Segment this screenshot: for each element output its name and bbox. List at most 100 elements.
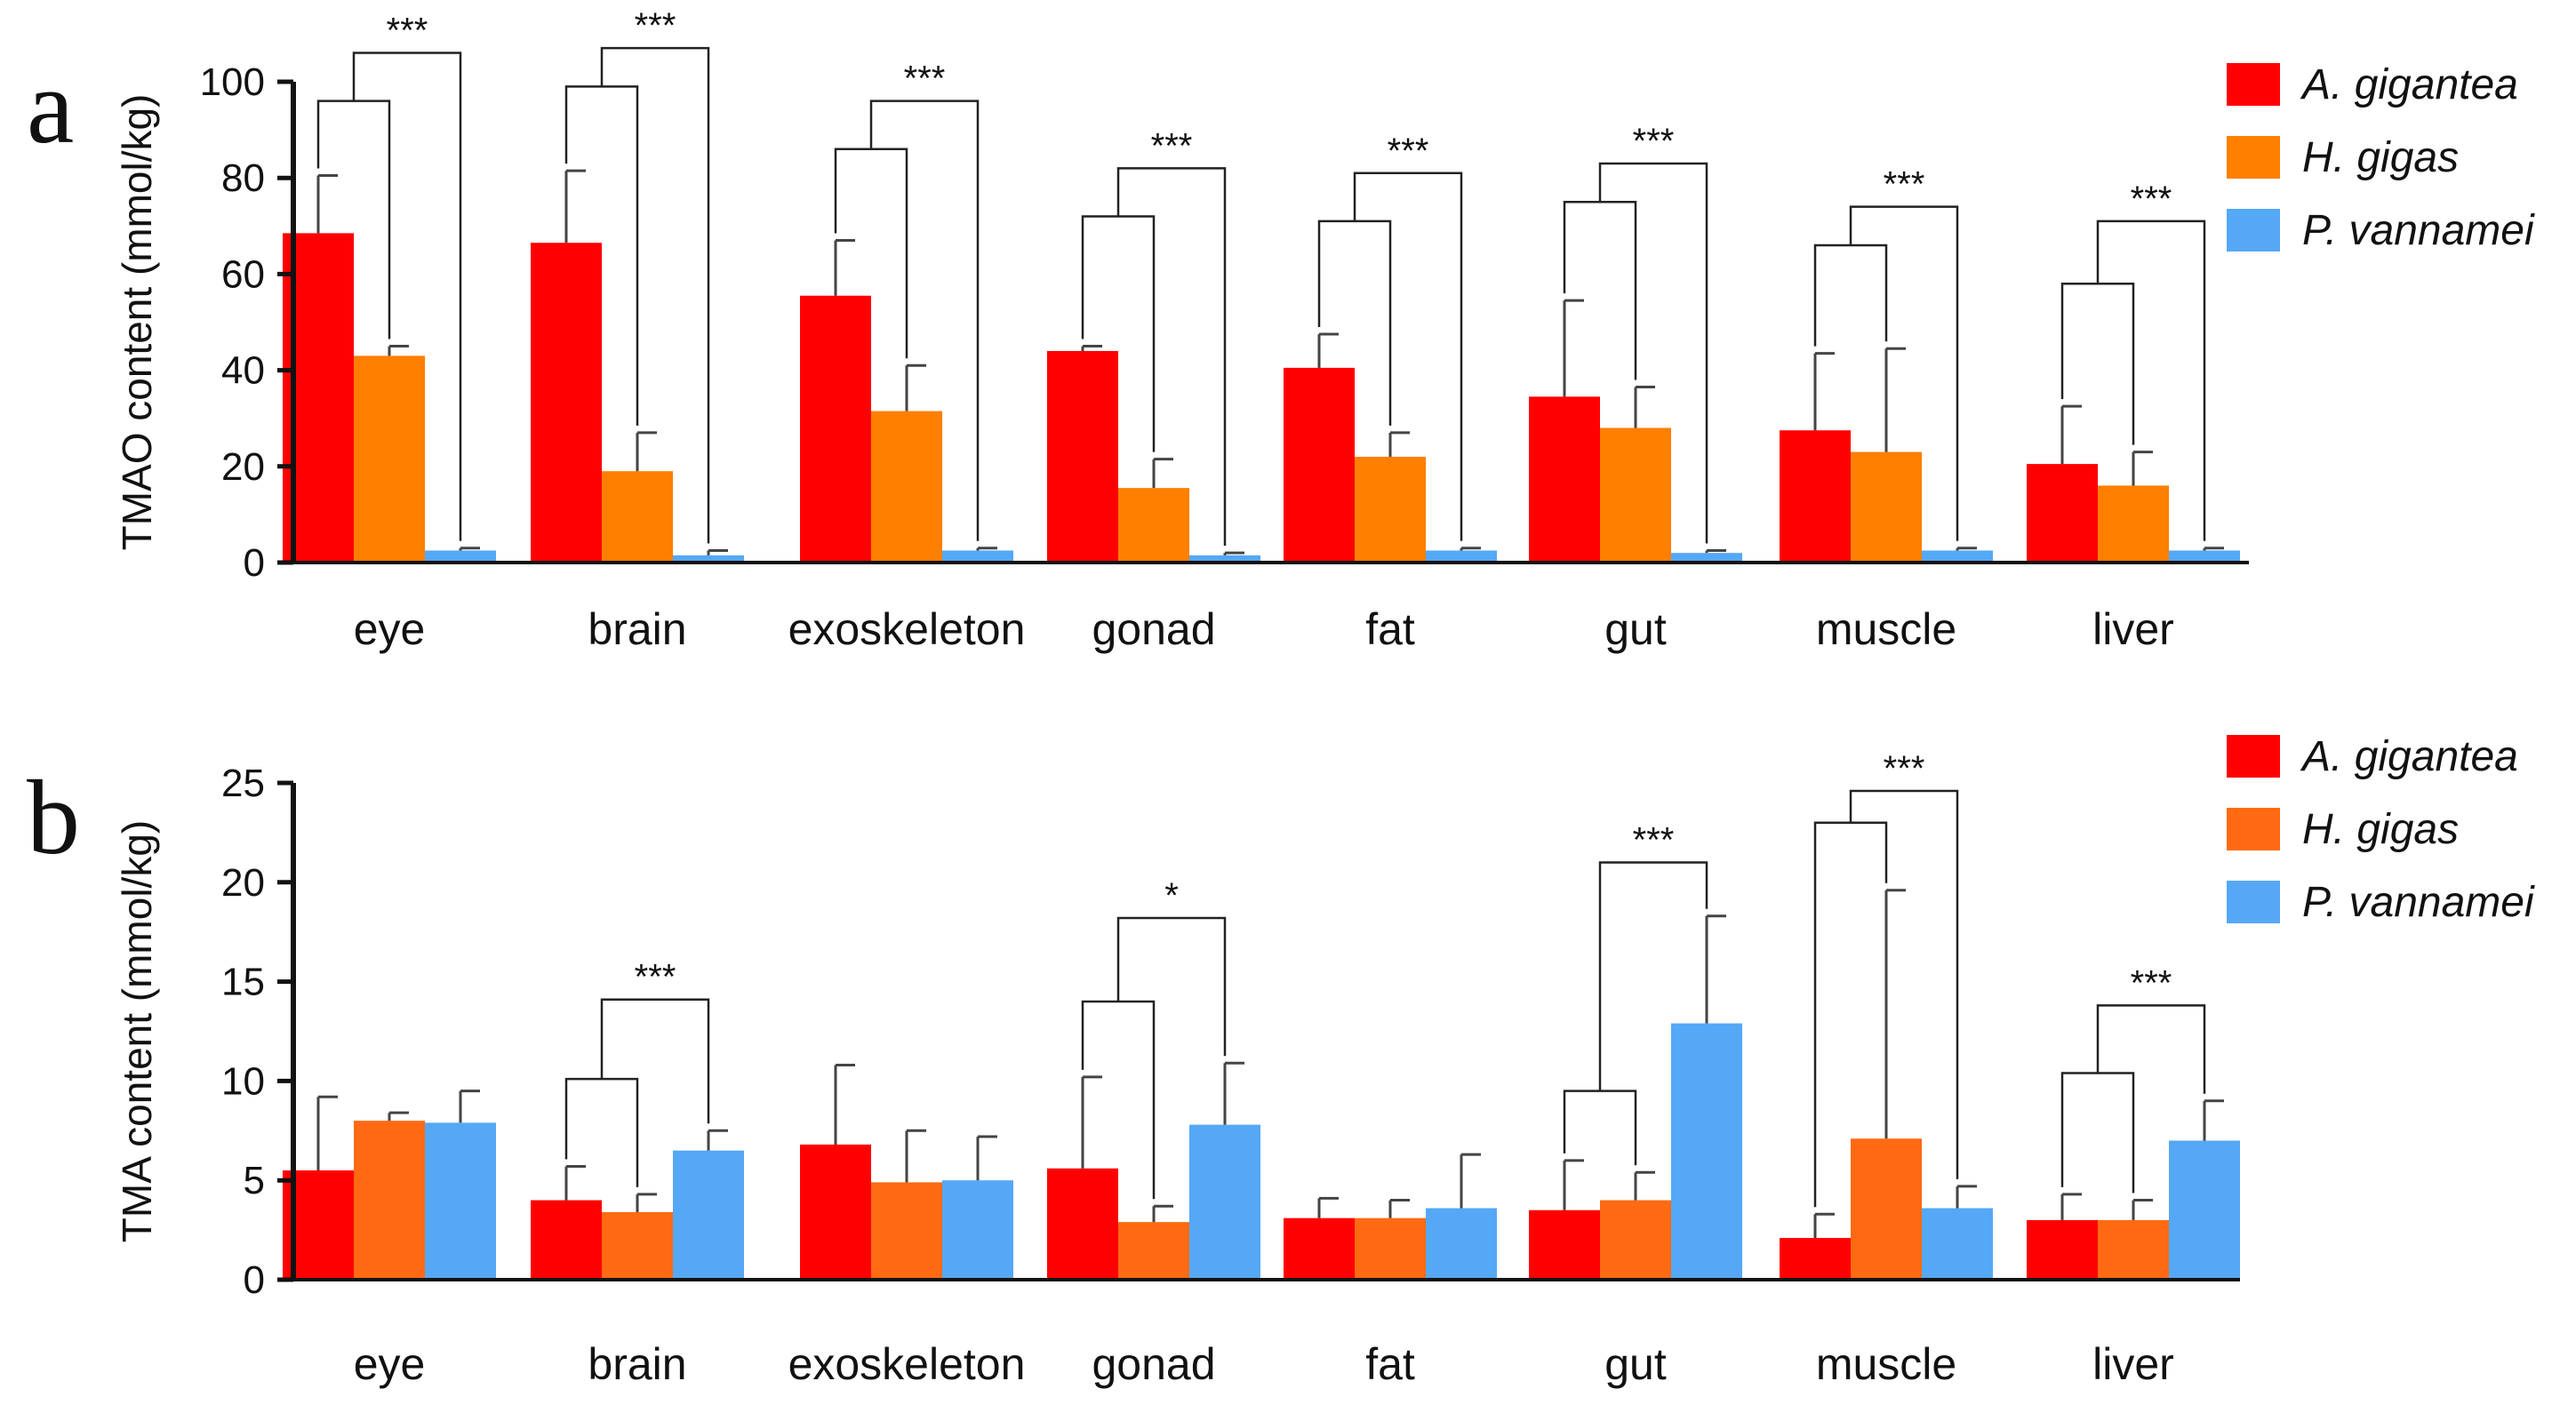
y-axis-label: TMA content (mmol/kg) — [114, 820, 160, 1242]
y-tick-label: 80 — [221, 156, 265, 200]
bar-a-gigantea-fat — [1284, 1217, 1355, 1280]
bar-h-gigas-fat — [1355, 1217, 1426, 1280]
x-tick-label: muscle — [1816, 604, 1956, 654]
bar-p-vannamei-brain — [673, 1150, 744, 1280]
bar-p-vannamei-liver — [2169, 1140, 2240, 1280]
bar-h-gigas-eye — [354, 355, 425, 563]
bar-h-gigas-exoskeleton — [871, 1182, 942, 1280]
significance-label: *** — [635, 6, 676, 45]
legend-label: H. gigas — [2302, 134, 2459, 181]
significance-bracket-inner — [2060, 282, 2135, 445]
bar-h-gigas-muscle — [1851, 451, 1922, 563]
bar-h-gigas-gut — [1600, 1200, 1671, 1280]
significance-bracket-outer — [1116, 916, 1227, 1057]
x-tick-label: brain — [588, 1339, 686, 1389]
significance-label: *** — [1151, 126, 1193, 165]
bar-p-vannamei-muscle — [1922, 1208, 1993, 1280]
bar-a-gigantea-gonad — [1047, 1168, 1118, 1280]
y-tick-label: 10 — [221, 1059, 265, 1103]
bar-h-gigas-liver — [2098, 1219, 2169, 1280]
significance-label: *** — [1633, 820, 1675, 859]
legend-swatch — [2227, 136, 2280, 179]
x-tick-label: gut — [1604, 604, 1667, 654]
x-tick-label: exoskeleton — [788, 604, 1026, 654]
y-axis-label: TMAO content (mmol/kg) — [114, 94, 160, 551]
bar-a-gigantea-gut — [1529, 1209, 1600, 1280]
bar-p-vannamei-fat — [1426, 1208, 1497, 1280]
significance-bracket-outer — [869, 100, 980, 541]
panel-letter: a — [27, 47, 74, 165]
legend-label: A. gigantea — [2300, 733, 2518, 780]
bar-p-vannamei-gut — [1671, 1023, 1742, 1280]
bar-p-vannamei-exoskeleton — [942, 550, 1013, 563]
bar-h-gigas-muscle — [1851, 1138, 1922, 1280]
bar-a-gigantea-fat — [1284, 367, 1355, 563]
bar-h-gigas-brain — [602, 471, 673, 563]
significance-bracket-outer — [2096, 220, 2206, 541]
significance-label: *** — [387, 12, 428, 51]
y-tick-label: 20 — [221, 445, 265, 489]
x-tick-label: exoskeleton — [788, 1339, 1026, 1389]
bar-h-gigas-gonad — [1118, 488, 1189, 563]
legend-swatch — [2227, 209, 2280, 251]
y-tick-label: 100 — [200, 60, 265, 104]
bar-h-gigas-exoskeleton — [871, 411, 942, 563]
significance-bracket-inner — [1813, 243, 1888, 347]
panel-letter: b — [27, 758, 80, 876]
y-tick-label: 25 — [221, 762, 265, 805]
panel-b: b TMA content (mmol/kg) 0 5 10 15 20 25 eye brain… — [27, 733, 2535, 1389]
bar-p-vannamei-gonad — [1189, 1124, 1260, 1280]
y-tick-label: 15 — [221, 961, 265, 1004]
x-tick-label: gonad — [1092, 604, 1215, 654]
x-tick-label: fat — [1365, 1339, 1415, 1389]
significance-bracket-inner — [564, 1077, 639, 1187]
legend-label: P. vannamei — [2302, 207, 2535, 254]
significance-bracket-outer — [1849, 205, 1959, 541]
significance-bracket-inner — [2060, 1072, 2135, 1193]
panel-a: a TMAO content (mmol/kg) 0 20 40 60 80 100 eye br… — [27, 6, 2535, 654]
bar-a-gigantea-liver — [2027, 464, 2098, 563]
x-tick-label: gonad — [1092, 1339, 1215, 1389]
x-tick-label: liver — [2092, 604, 2174, 654]
y-tick-label: 0 — [244, 541, 265, 585]
significance-bracket-outer — [1353, 172, 1463, 541]
bar-a-gigantea-gut — [1529, 396, 1600, 563]
x-tick-label: eye — [354, 604, 426, 654]
bar-a-gigantea-muscle — [1780, 1238, 1851, 1280]
bar-a-gigantea-exoskeleton — [800, 295, 871, 563]
bar-h-gigas-eye — [354, 1121, 425, 1280]
significance-label: *** — [1388, 132, 1429, 171]
bar-a-gigantea-brain — [531, 1200, 602, 1280]
bar-p-vannamei-gonad — [1189, 555, 1260, 563]
bar-p-vannamei-gut — [1671, 553, 1742, 563]
bar-p-vannamei-liver — [2169, 550, 2240, 563]
significance-bracket-inner — [1563, 1090, 1637, 1166]
bar-a-gigantea-liver — [2027, 1219, 2098, 1280]
bar-p-vannamei-muscle — [1922, 550, 1993, 563]
legend-label: P. vannamei — [2302, 879, 2535, 926]
bar-a-gigantea-brain — [531, 243, 602, 563]
x-tick-label: muscle — [1816, 1339, 1956, 1389]
bar-a-gigantea-exoskeleton — [800, 1144, 871, 1280]
bar-h-gigas-gut — [1600, 427, 1671, 563]
bar-h-gigas-gonad — [1118, 1222, 1189, 1280]
significance-label: * — [1164, 876, 1179, 915]
significance-label: *** — [1884, 165, 1925, 204]
significance-label: *** — [1633, 122, 1675, 161]
legend-swatch — [2227, 63, 2280, 106]
significance-bracket-outer — [600, 998, 710, 1124]
bar-p-vannamei-eye — [425, 550, 496, 563]
bar-p-vannamei-eye — [425, 1122, 496, 1280]
y-tick-label: 40 — [221, 349, 265, 393]
bar-p-vannamei-fat — [1426, 550, 1497, 563]
x-tick-label: liver — [2092, 1339, 2174, 1389]
significance-label: *** — [1884, 749, 1925, 788]
bar-a-gigantea-muscle — [1780, 430, 1851, 563]
bar-h-gigas-liver — [2098, 485, 2169, 563]
bar-p-vannamei-exoskeleton — [942, 1180, 1013, 1280]
y-tick-label: 60 — [221, 252, 265, 296]
y-tick-label: 5 — [244, 1159, 265, 1202]
x-tick-label: eye — [354, 1339, 426, 1389]
x-tick-label: brain — [588, 604, 686, 654]
